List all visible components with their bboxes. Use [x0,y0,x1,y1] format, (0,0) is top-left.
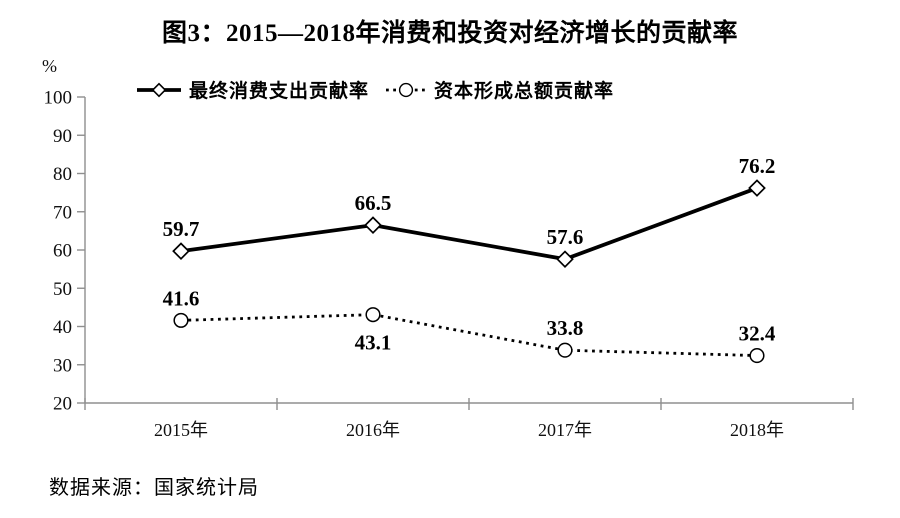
y-tick-label: 60 [53,241,72,262]
y-tick-label: 80 [53,164,72,185]
data-point-label: 66.5 [355,191,392,215]
y-axis-unit-label: % [42,56,57,76]
x-axis-label: 2017年 [538,420,592,440]
legend-label-capital: 资本形成总额贡献率 [434,81,615,102]
x-axis-label: 2018年 [730,420,784,440]
y-tick-label: 100 [44,88,73,109]
data-point-label: 59.7 [163,217,200,241]
chart-title: 图3：2015—2018年消费和投资对经济增长的贡献率 [161,20,738,47]
data-point-label: 76.2 [739,154,776,178]
series-line-0 [180,186,758,262]
data-point-label: 43.1 [355,331,392,355]
x-axis-label: 2015年 [154,420,208,440]
legend-item-capital: 资本形成总额贡献率 [385,76,614,103]
data-point-marker [173,312,189,328]
data-point-marker [748,179,766,197]
y-tick-label: 40 [53,317,72,338]
y-tick-label: 20 [53,394,72,415]
data-point-label: 41.6 [163,286,200,310]
series-line-1 [180,313,758,357]
dotted-line-circle-marker-icon [386,82,427,97]
y-tick-label: 50 [53,279,72,300]
data-point-label: 32.4 [739,322,776,346]
solid-line-diamond-marker-icon [137,82,181,97]
y-tick-label: 90 [53,126,72,147]
data-source: 数据来源：国家统计局 [49,477,259,499]
data-point-marker [749,348,765,364]
data-point-marker [556,250,574,269]
y-tick-label: 70 [53,202,72,223]
data-point-marker [172,242,190,260]
data-point-marker [365,307,381,323]
data-point-label: 57.6 [547,225,584,249]
y-tick-label: 30 [53,355,72,376]
x-axis-label: 2016年 [346,420,400,440]
data-point-marker [364,216,382,234]
data-point-label: 33.8 [547,316,584,340]
legend-label-consumption: 最终消费支出贡献率 [189,81,370,102]
legend-item-consumption: 最终消费支出贡献率 [136,76,369,103]
data-point-marker [557,342,573,358]
chart-legend: 最终消费支出贡献率 资本形成总额贡献率 [136,76,614,103]
